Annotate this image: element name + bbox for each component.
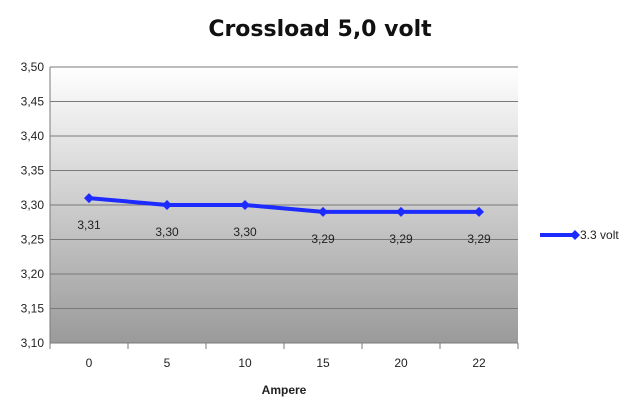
series-group — [84, 193, 484, 217]
data-label: 3,29 — [467, 232, 491, 246]
data-labels: 3,31 3,30 3,30 3,29 3,29 3,29 — [77, 218, 491, 246]
data-label: 3,30 — [233, 225, 257, 239]
data-label: 3,31 — [77, 218, 101, 232]
series-line — [88, 196, 479, 214]
data-point — [240, 200, 250, 210]
y-tick-label: 3,40 — [21, 129, 45, 143]
data-point — [474, 206, 484, 217]
y-tick-label: 3,15 — [21, 302, 45, 316]
x-tick-label: 5 — [164, 356, 171, 370]
x-axis: 0 5 10 15 20 22 — [49, 67, 519, 370]
y-axis: 3,10 3,15 3,20 3,25 3,30 3,35 3,40 3,45 3,50 — [21, 60, 45, 350]
y-tick-label: 3,50 — [21, 60, 45, 74]
y-tick-label: 3,45 — [21, 95, 45, 109]
legend: 3.3 volt — [540, 228, 619, 242]
legend-label: 3.3 volt — [580, 228, 619, 242]
x-tick-label: 10 — [238, 356, 252, 370]
data-point — [318, 206, 328, 217]
data-point — [396, 206, 406, 217]
y-tick-label: 3,10 — [21, 336, 45, 350]
data-point — [162, 200, 172, 210]
x-tick-label: 22 — [472, 356, 486, 370]
x-tick-label: 15 — [316, 356, 330, 370]
data-point — [84, 193, 94, 204]
chart-title: Crossload 5,0 volt — [208, 17, 432, 42]
data-label: 3,29 — [389, 232, 413, 246]
x-tick-label: 0 — [86, 356, 93, 370]
y-tick-label: 3,35 — [21, 164, 45, 178]
y-tick-label: 3,20 — [21, 267, 45, 281]
y-tick-label: 3,30 — [21, 198, 45, 212]
x-axis-title: Ampere — [262, 383, 307, 397]
data-label: 3,29 — [311, 232, 335, 246]
y-tick-label: 3,25 — [21, 233, 45, 247]
data-label: 3,30 — [155, 225, 179, 239]
x-tick-label: 20 — [394, 356, 408, 370]
legend-diamond-marker — [570, 230, 580, 240]
